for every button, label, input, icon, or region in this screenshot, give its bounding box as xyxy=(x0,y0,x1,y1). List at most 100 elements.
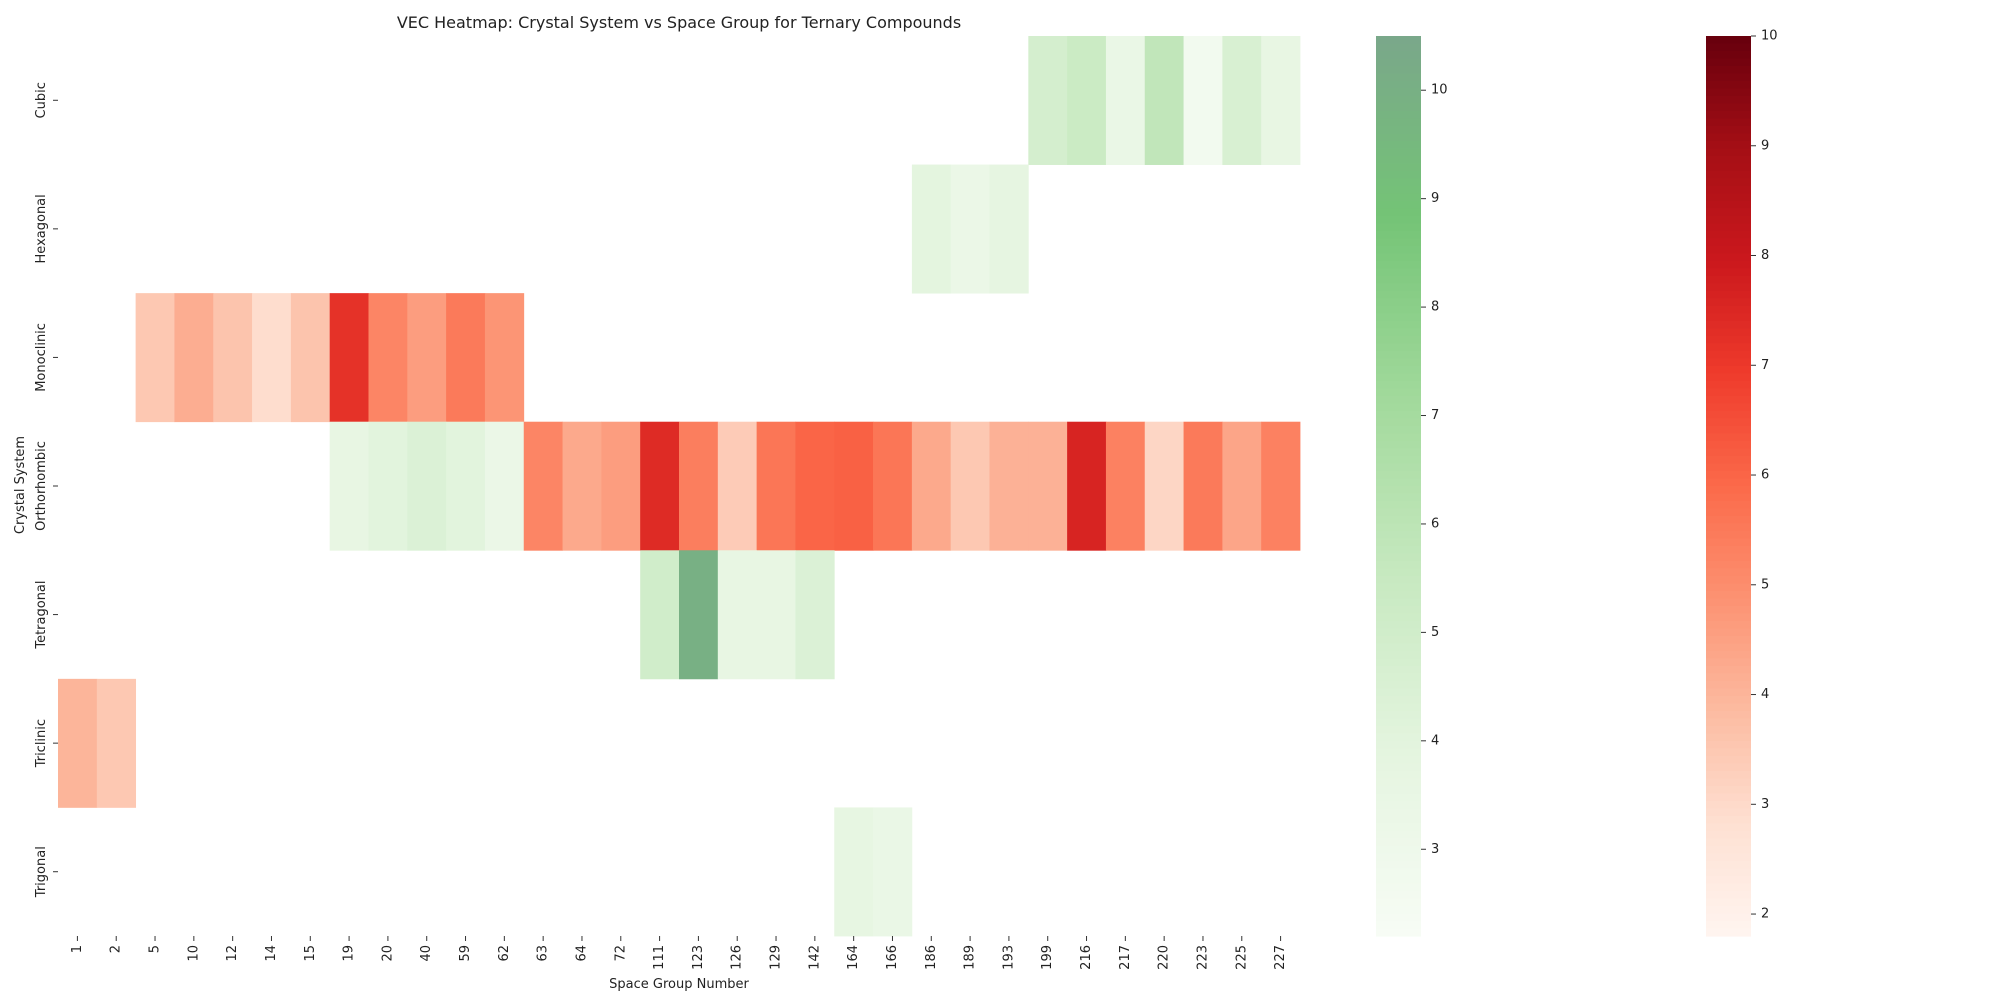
colorbar-segment xyxy=(1376,163,1421,172)
colorbar-segment xyxy=(1706,748,1751,757)
colorbar-segment xyxy=(1706,561,1751,570)
colorbar-segment xyxy=(1706,861,1751,870)
heatmap-cell xyxy=(834,421,874,551)
x-axis-ticks: 1 2 5 10 12 14 15 19 20 40 59 62 63 64 72 111 123 126 129 1… xyxy=(70,936,1288,970)
colorbar-tick-label: 10 xyxy=(1431,83,1448,98)
colorbar-segment xyxy=(1376,928,1421,937)
colorbar-tick-label: 6 xyxy=(1431,516,1439,531)
x-tick-label: 62 xyxy=(497,945,512,962)
x-tick-label: 123 xyxy=(691,945,706,970)
colorbar-tick-label: 4 xyxy=(1761,687,1769,702)
heatmap-cell xyxy=(368,293,408,423)
colorbar-segment xyxy=(1376,291,1421,300)
colorbar-segment xyxy=(1706,111,1751,120)
heatmap-cell xyxy=(1028,36,1068,165)
y-tick-label: Hexagonal xyxy=(34,194,49,263)
colorbar-segment xyxy=(1376,816,1421,825)
colorbar-tick-label: 6 xyxy=(1761,468,1769,483)
colorbar-segment xyxy=(1376,808,1421,817)
colorbar-segment xyxy=(1706,313,1751,322)
colorbar-segment xyxy=(1706,823,1751,832)
colorbar-segment xyxy=(1376,921,1421,930)
y-tick-label: Trigonal xyxy=(34,846,49,898)
colorbar-segment xyxy=(1376,591,1421,600)
colorbar-segment xyxy=(1706,906,1751,915)
colorbar-segment xyxy=(1706,463,1751,472)
colorbar-segment xyxy=(1376,358,1421,367)
colorbar-segment xyxy=(1376,283,1421,292)
colorbar-segment xyxy=(1706,51,1751,60)
colorbar-segment xyxy=(1376,756,1421,765)
heatmap-cell xyxy=(989,164,1029,294)
x-tick-label: 126 xyxy=(730,945,745,970)
colorbar-segment xyxy=(1376,88,1421,97)
heatmap-cell xyxy=(174,293,214,423)
colorbar-segment xyxy=(1706,178,1751,187)
colorbar-segment xyxy=(1706,81,1751,90)
heatmap-cell xyxy=(756,550,796,680)
colorbar-segment xyxy=(1706,913,1751,922)
y-tick-label: Orthorhombic xyxy=(34,441,49,531)
x-tick-label: 166 xyxy=(885,945,900,970)
colorbar-segment xyxy=(1376,621,1421,630)
colorbar-segment xyxy=(1706,343,1751,352)
colorbar-segment xyxy=(1706,711,1751,720)
colorbar-segment xyxy=(1706,156,1751,165)
y-axis-ticks: Cubic Hexagonal Monoclinic Orthorhombic Tetr… xyxy=(34,82,58,898)
colorbar-tick-label: 3 xyxy=(1761,797,1769,812)
colorbar-segment xyxy=(1376,718,1421,727)
colorbar-tick-label: 9 xyxy=(1431,191,1439,206)
colorbar-segment xyxy=(1706,403,1751,412)
x-tick-label: 199 xyxy=(1040,945,1055,970)
x-tick-label: 64 xyxy=(574,945,589,962)
colorbar-segment xyxy=(1706,486,1751,495)
colorbar-segment xyxy=(1706,876,1751,885)
colorbar-segment xyxy=(1376,81,1421,90)
colorbar-segment xyxy=(1706,433,1751,442)
colorbar-segment xyxy=(1706,816,1751,825)
colorbar-segment xyxy=(1376,246,1421,255)
colorbar-segment xyxy=(1706,546,1751,555)
colorbar-segment xyxy=(1376,561,1421,570)
colorbar-segment xyxy=(1376,598,1421,607)
colorbar-segment xyxy=(1376,823,1421,832)
heatmap-cell xyxy=(1261,421,1301,551)
colorbar-segment xyxy=(1706,478,1751,487)
colorbar-segment xyxy=(1376,538,1421,547)
x-tick-label: 189 xyxy=(963,945,978,970)
heatmap-cell xyxy=(640,550,680,680)
colorbar-segment xyxy=(1376,463,1421,472)
colorbar-segment xyxy=(1376,321,1421,330)
colorbar-segment xyxy=(1376,366,1421,375)
colorbar-segment xyxy=(1706,118,1751,127)
colorbar-segment xyxy=(1376,268,1421,277)
x-tick-label: 186 xyxy=(924,945,939,970)
colorbar-segment xyxy=(1376,133,1421,142)
heatmap-cell xyxy=(96,678,137,808)
colorbar-segment xyxy=(1706,88,1751,97)
colorbar-segment xyxy=(1376,343,1421,352)
heatmap-cell xyxy=(1183,421,1223,551)
heatmap-cell xyxy=(329,421,369,551)
colorbar-segment xyxy=(1376,493,1421,502)
colorbar-tick-label: 8 xyxy=(1761,248,1769,263)
colorbar-tick-label: 10 xyxy=(1761,29,1778,44)
heatmap-cell xyxy=(717,421,758,551)
colorbar-tick-label: 2 xyxy=(1761,907,1769,922)
x-tick-label: 10 xyxy=(186,945,201,962)
x-tick-label: 216 xyxy=(1079,945,1094,970)
x-tick-label: 129 xyxy=(769,945,784,970)
colorbar-segment xyxy=(1376,763,1421,772)
x-tick-label: 142 xyxy=(807,945,822,970)
colorbar-segment xyxy=(1706,261,1751,270)
colorbar-segment xyxy=(1706,696,1751,705)
heatmap-cell xyxy=(1144,36,1184,165)
colorbar-segment xyxy=(1706,831,1751,840)
colorbar-segment xyxy=(1706,921,1751,930)
colorbar-tick-label: 4 xyxy=(1431,733,1439,748)
colorbar-segment xyxy=(1376,838,1421,847)
colorbar-segment xyxy=(1706,276,1751,285)
colorbar-segment xyxy=(1706,411,1751,420)
colorbar-segment xyxy=(1376,568,1421,577)
colorbar-segment xyxy=(1706,643,1751,652)
